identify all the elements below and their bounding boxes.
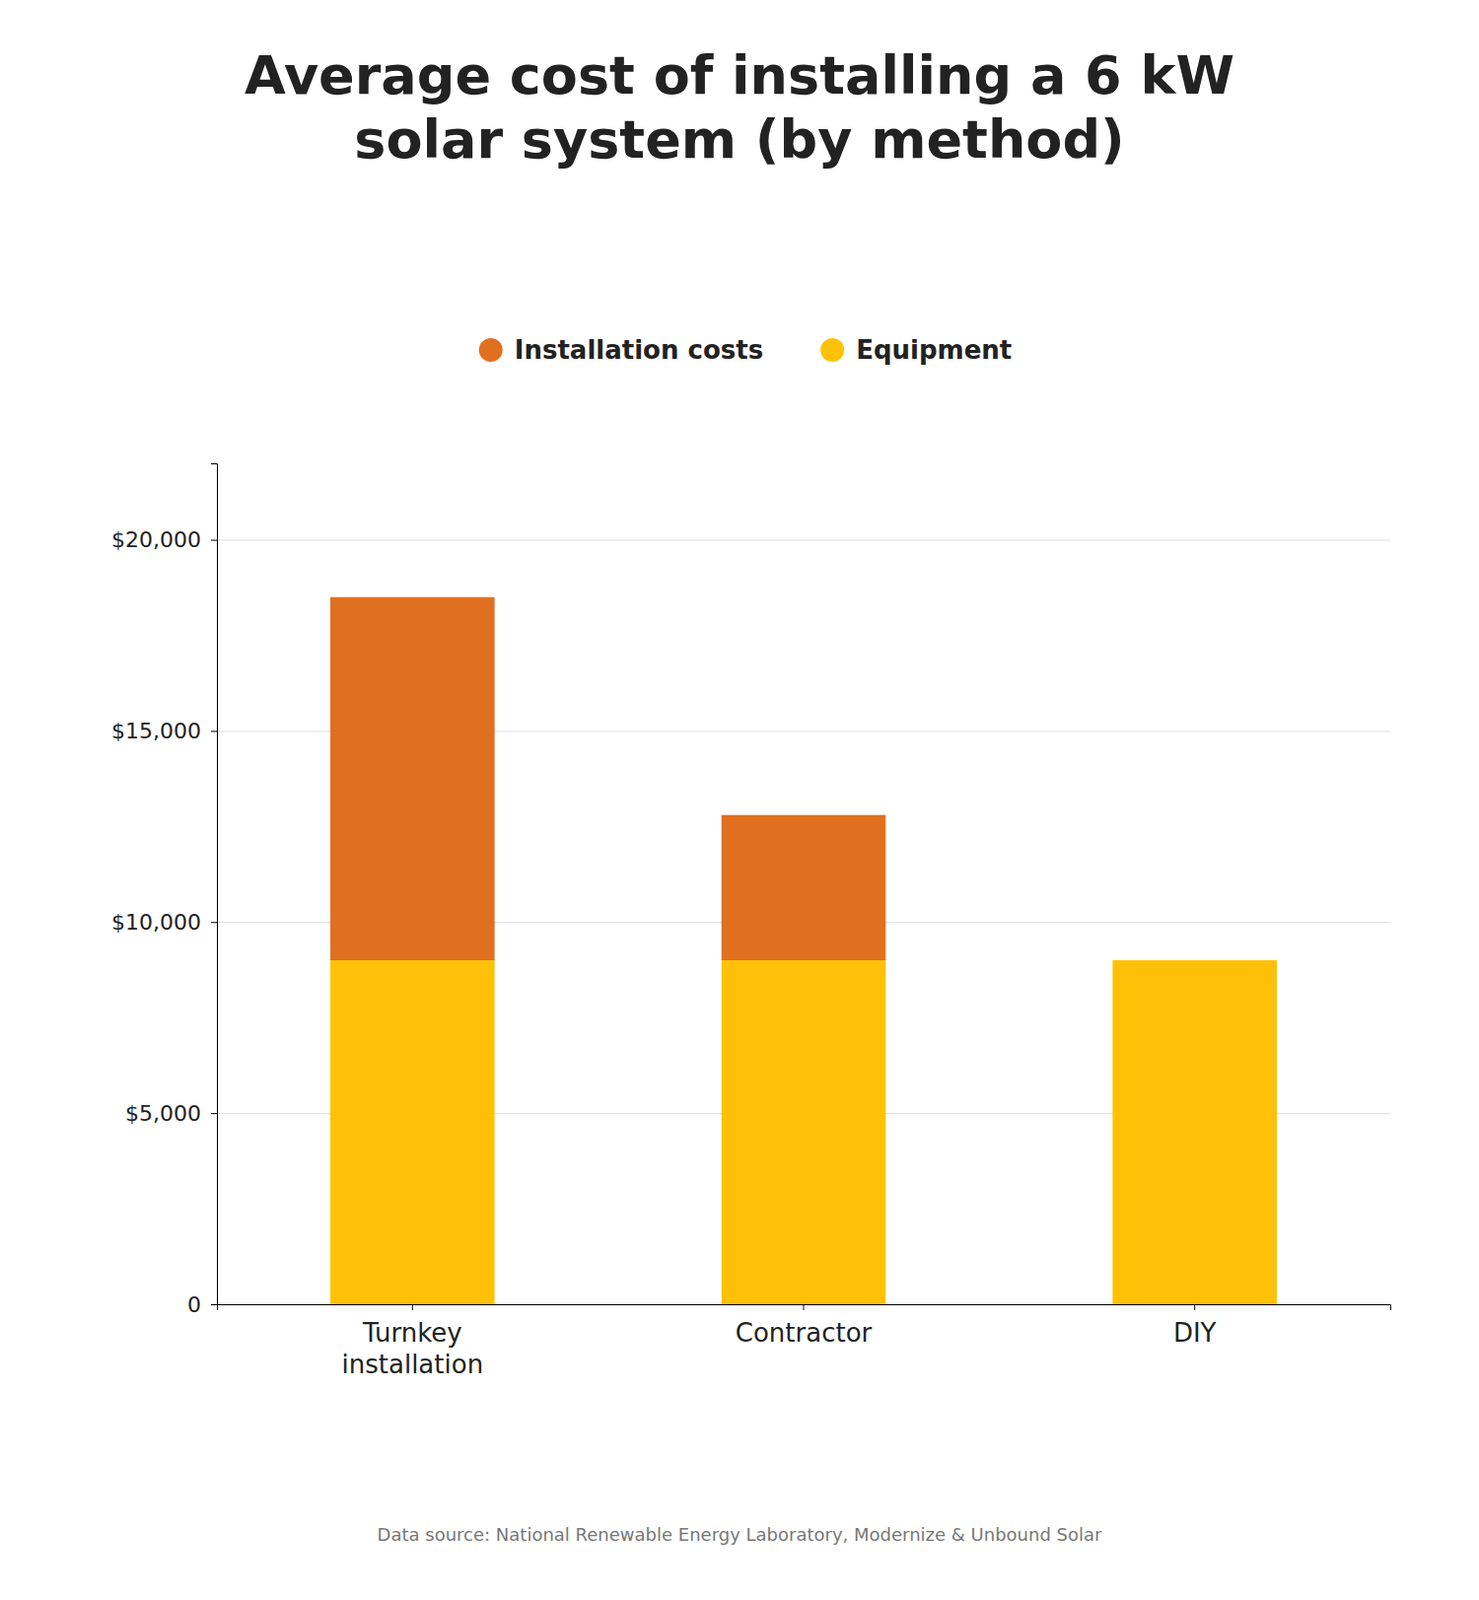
bars <box>330 597 1277 1305</box>
x-tick: Contractor <box>735 1304 873 1348</box>
x-tick-label: DIY <box>1173 1318 1217 1348</box>
x-tick-label: Contractor <box>735 1318 873 1348</box>
x-tick-mark <box>803 1304 805 1311</box>
y-tick-label: $20,000 <box>111 527 202 553</box>
y-tick-mark <box>211 921 217 923</box>
bar <box>1112 960 1277 1305</box>
y-axis: 0 $5,000 $10,000 $15,000 $20,000 <box>111 464 217 1318</box>
bar <box>721 815 887 961</box>
x-tick-label: Turnkeyinstallation <box>342 1318 485 1379</box>
grid <box>216 540 1391 1305</box>
y-axis-line <box>211 464 218 1306</box>
y-tick-label: $5,000 <box>125 1101 202 1127</box>
y-tick-label: 0 <box>187 1292 202 1318</box>
legend-swatch <box>820 338 845 362</box>
y-tick: $5,000 <box>125 1101 217 1127</box>
annotation: Data source: National Renewable Energy L… <box>377 1524 1103 1546</box>
chart: Average cost of installing a 6 kWsolar s… <box>0 0 1479 1600</box>
title: Average cost of installing a 6 kWsolar s… <box>244 44 1235 171</box>
y-tick-mark <box>211 540 217 542</box>
legend: Installation costs Equipment <box>479 335 1013 365</box>
plot: 0 $5,000 $10,000 $15,000 $20,000 Turnkeyinsta… <box>111 464 1391 1380</box>
series <box>330 960 1277 1305</box>
y-tick-mark <box>211 1304 217 1306</box>
y-tick: $10,000 <box>111 910 217 935</box>
y-tick: 0 <box>187 1292 217 1318</box>
bar <box>1112 960 1277 962</box>
bar <box>330 597 495 961</box>
grid-tick <box>216 540 1391 542</box>
x-tick-mark <box>412 1304 414 1311</box>
legend-swatch <box>479 338 503 362</box>
x-axis-line <box>217 1305 1392 1312</box>
y-tick-label: $15,000 <box>111 718 202 744</box>
y-tick: $15,000 <box>111 718 217 744</box>
y-tick-mark <box>211 1113 217 1115</box>
x-axis: Turnkeyinstallation Contractor DIY <box>217 1304 1392 1380</box>
y-tick: $20,000 <box>111 527 217 553</box>
x-tick: Turnkeyinstallation <box>342 1304 485 1380</box>
bar <box>721 960 887 1305</box>
legend-label: Installation costs <box>514 335 764 365</box>
legend-label: Equipment <box>855 335 1012 365</box>
bar <box>330 960 495 1305</box>
x-tick-mark <box>1194 1304 1196 1311</box>
series <box>330 597 886 961</box>
y-tick-label: $10,000 <box>111 910 202 935</box>
grid-line <box>216 540 1391 542</box>
x-tick: DIY <box>1173 1304 1217 1348</box>
legend-item: Installation costs <box>479 335 764 365</box>
legend-item: Equipment <box>820 335 1012 365</box>
y-tick-mark <box>211 730 217 732</box>
